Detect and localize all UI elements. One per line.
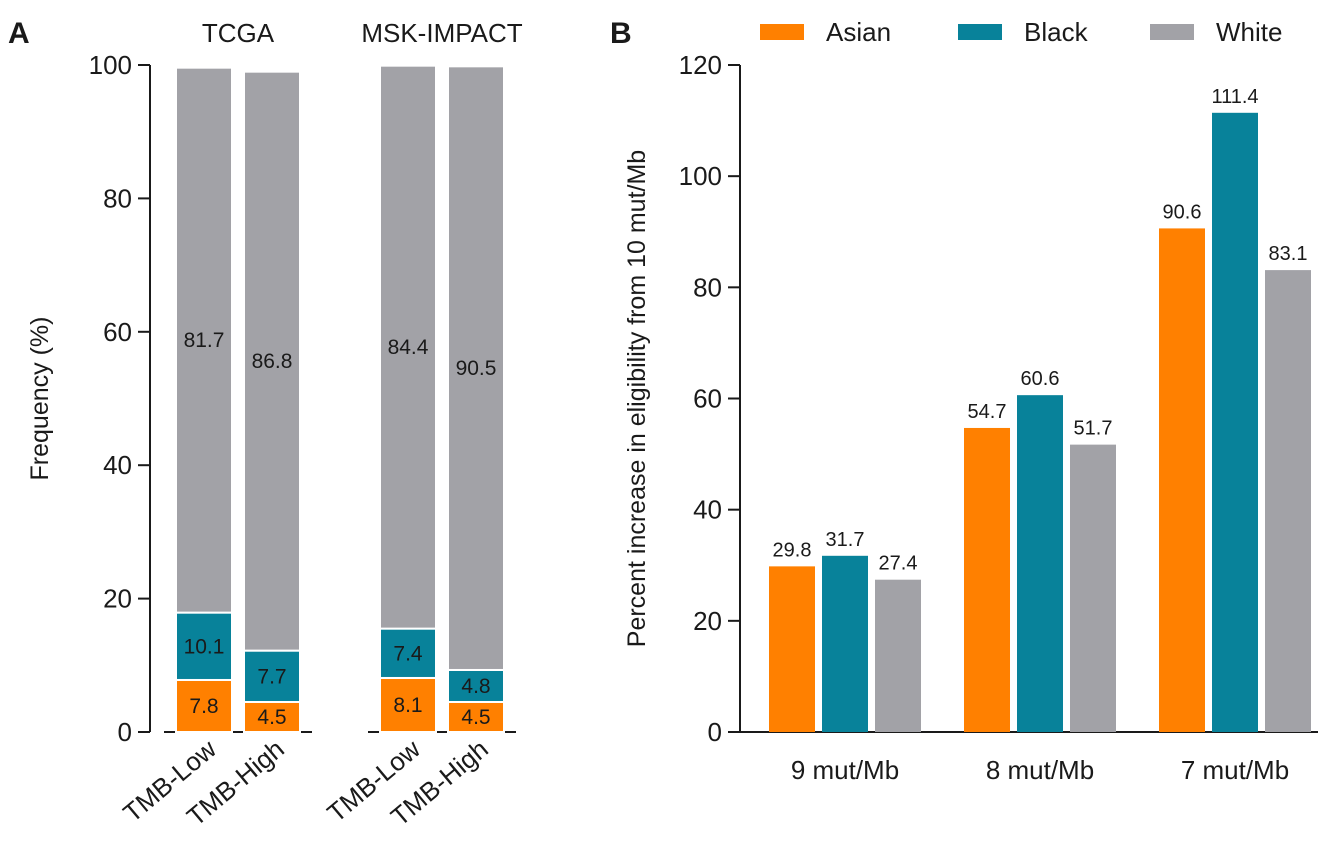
bar-black [822,555,868,732]
group-title: TCGA [202,18,275,48]
legend-label: White [1216,17,1282,47]
bar-segment-asian [447,700,505,733]
x-tick-label: 8 mut/Mb [986,755,1094,785]
segment-value-label: 7.4 [393,642,423,665]
y-axis-title: Frequency (%) [26,317,54,481]
x-tick-label: 7 mut/Mb [1181,755,1289,785]
y-tick-label: 20 [693,606,722,636]
y-tick-label: 40 [693,495,722,525]
legend-swatch-black [958,24,1002,40]
y-tick-label: 0 [118,717,132,747]
bar-value-label: 54.7 [968,401,1007,423]
segment-value-label: 4.5 [257,706,286,729]
y-tick-label: 100 [679,161,722,191]
y-tick-label: 60 [103,317,132,347]
bar-segment-white [243,70,301,652]
bar-white [1265,270,1311,732]
bar-segment-white [447,65,505,671]
bar-value-label: 90.6 [1163,201,1202,223]
bar-segment-white [379,64,437,630]
bar-asian [769,566,815,732]
bar-segment-black [379,627,437,679]
segment-value-label: 4.8 [461,675,490,698]
bar-black [1212,112,1258,733]
legend-label: Black [1024,17,1089,47]
segment-value-label: 86.8 [252,350,293,373]
bar-white [875,579,921,732]
y-tick-label: 60 [693,384,722,414]
segment-value-label: 7.7 [257,665,286,688]
bar-black [1017,395,1063,732]
bar-value-label: 31.7 [826,529,865,551]
segment-value-label: 7.8 [189,695,218,718]
bar-segment-black [175,611,233,681]
bar-white [1070,444,1116,732]
panel-a-chart: 0 20 40 60 80 100 Frequency (%) TCGA MSK-IMPACT 7… [26,18,523,832]
y-tick-label: 40 [103,450,132,480]
y-tick-label: 100 [89,50,132,80]
y-tick-label: 20 [103,584,132,614]
y-tick-label: 0 [708,717,722,747]
group-title: MSK-IMPACT [361,18,522,48]
x-tick-label: 9 mut/Mb [791,755,899,785]
y-tick-label: 80 [103,183,132,213]
segment-value-label: 10.1 [184,635,225,658]
bar-asian [1159,228,1205,733]
segment-value-label: 81.7 [184,329,225,352]
segment-value-label: 90.5 [456,357,497,380]
legend-label: Asian [826,17,891,47]
legend-swatch-asian [760,24,804,40]
bar-asian [964,427,1010,732]
bar-segment-black [243,649,301,703]
bar-value-label: 51.7 [1074,418,1113,440]
panel-b-chart: 0 20 40 60 80 100 120 Percent increase in eligi… [623,17,1318,785]
bar-segment-black [447,668,505,703]
segment-value-label: 84.4 [388,336,429,359]
segment-value-label: 4.5 [461,706,490,729]
bar-value-label: 60.6 [1021,368,1060,390]
panel-a-letter: A [8,17,30,50]
bar-value-label: 83.1 [1269,243,1308,265]
y-tick-label: 120 [679,50,722,80]
bar-value-label: 29.8 [773,539,812,561]
bar-value-label: 111.4 [1211,86,1258,108]
bar-value-label: 27.4 [879,553,918,575]
panel-b-letter: B [610,17,632,50]
y-axis-title: Percent increase in eligibility from 10 … [623,150,651,647]
legend-swatch-white [1150,24,1194,40]
y-tick-label: 80 [693,272,722,302]
bar-segment-white [175,66,233,614]
segment-value-label: 8.1 [393,694,422,717]
